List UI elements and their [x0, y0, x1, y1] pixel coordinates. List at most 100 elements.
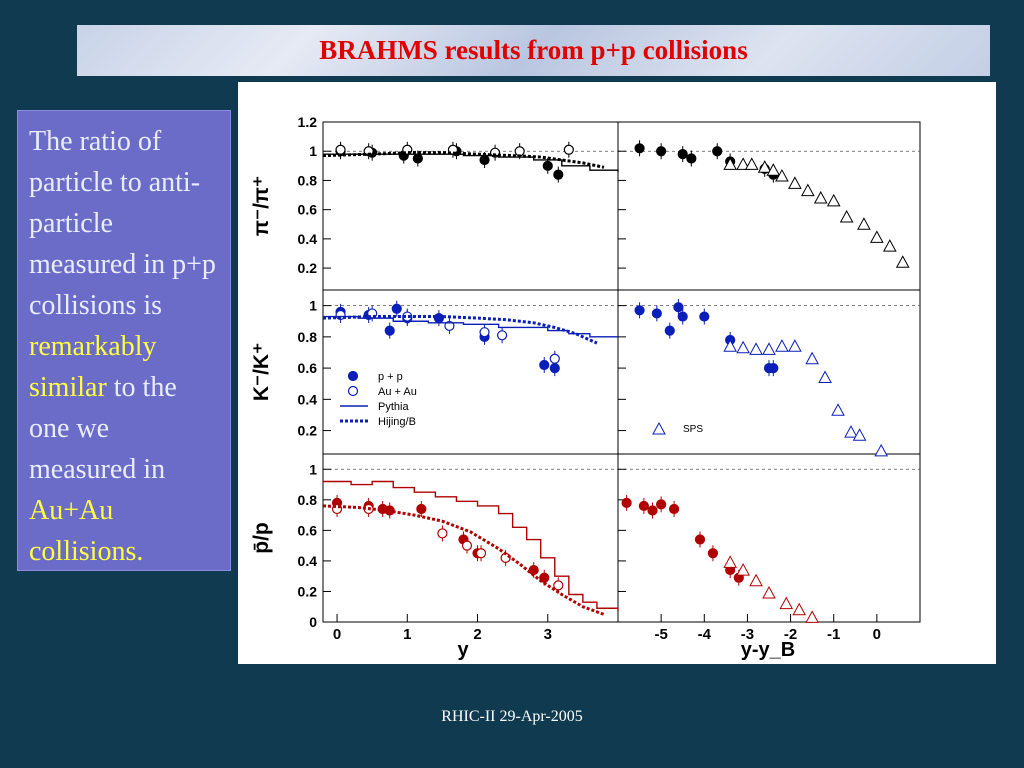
proton-left-ytick-label: 0 — [309, 614, 317, 630]
proton-left-au-au-point — [437, 528, 448, 539]
pi-left-ytick-label: 0.4 — [298, 231, 318, 247]
legend-label-1: Au + Au — [378, 386, 417, 398]
kaon-right-sps-point — [749, 342, 763, 355]
legend-label-3: Hijing/B — [378, 416, 416, 428]
proton-left-ytick-label: 0.4 — [298, 553, 318, 569]
pi-left-ytick-label: 1 — [309, 143, 317, 159]
proton-right-xtick-label: -5 — [654, 626, 667, 643]
kaon-left-p-p-point — [391, 303, 402, 314]
kaon-right-sps-point — [775, 339, 789, 352]
pi-left-au-au-point — [335, 144, 346, 155]
description-text-2: to the one we measured in — [29, 372, 177, 485]
description-highlight-1: remarkably similar — [29, 331, 157, 403]
pi-left-ylabel: π⁻/π⁺ — [250, 176, 273, 236]
proton-right-p-p-point — [647, 505, 658, 516]
pi-right-sps-point — [839, 209, 854, 223]
pi-right-sps-point — [826, 193, 841, 207]
proton-right-au-au-point — [805, 610, 819, 623]
kaon-left-ytick-label: 0.8 — [298, 329, 318, 345]
pi-right-sps-point — [857, 217, 871, 230]
kaon-left-ytick-label: 0.2 — [298, 423, 318, 439]
kaon-right-p-p-point — [651, 308, 662, 319]
pi-right-p-p-point — [677, 149, 688, 160]
proton-right-au-au-point — [749, 573, 763, 587]
pi-right-sps-point — [757, 160, 772, 173]
proton-right-au-au-point — [779, 596, 794, 610]
kaon-left-ylabel: K⁻/K⁺ — [250, 343, 273, 401]
proton-left-ytick-label: 0.6 — [298, 522, 318, 538]
pi-right-sps-point — [736, 157, 750, 170]
description-box: The ratio of particle to anti-particle m… — [17, 110, 231, 571]
sps-legend-marker — [652, 421, 666, 435]
description-highlight-2: Au+Au collisions. — [29, 495, 144, 567]
pi-left-au-au-point — [514, 146, 525, 157]
pi-right-sps-point — [800, 183, 815, 197]
kaon-left-ytick-label: 1 — [309, 298, 317, 314]
slide-title: BRAHMS results from p+p collisions — [319, 35, 748, 65]
proton-right-p-p-point — [694, 534, 706, 545]
proton-left-xlabel: y — [457, 639, 469, 661]
pi-left-p-p-point — [412, 153, 423, 164]
footer-text: RHIC-II 29-Apr-2005 — [441, 708, 583, 725]
kaon-right-sps-point — [723, 339, 738, 352]
proton-left-xtick-label: 3 — [544, 626, 552, 643]
proton-right-p-p-point — [668, 503, 680, 515]
pi-left-au-au-point — [563, 144, 574, 155]
proton-left-pythia-line — [323, 480, 619, 612]
proton-right-p-p-point — [707, 548, 719, 559]
kaon-right-sps-point — [736, 340, 750, 354]
pi-right-sps-point — [744, 157, 759, 170]
legend-label-2: Pythia — [378, 401, 409, 413]
pi-right-sps-point — [870, 230, 884, 243]
proton-right-xtick-label: 0 — [873, 626, 881, 643]
pi-right-sps-point — [775, 169, 789, 182]
legend-label-0: p + p — [378, 371, 403, 383]
pi-left-hijing-b-line — [322, 151, 605, 169]
legend-marker-0 — [347, 370, 359, 382]
proton-left-au-au-point — [461, 540, 473, 551]
description-text-1: The ratio of particle to anti-particle m… — [29, 126, 216, 321]
kaon-right-p-p-point — [664, 325, 675, 336]
proton-left-xtick-label: 0 — [333, 626, 341, 643]
pi-left-ytick-label: 0.6 — [298, 202, 318, 218]
ratio-chart-svg: 0.2 0.4 0.6 0.8 1 1.2 π⁻/π⁺ 0.2 0.4 0.6 0.8 1 K⁻/K⁺ p… — [250, 114, 921, 661]
pi-right-sps-point — [882, 239, 897, 252]
pi-left-ytick-label: 1.2 — [298, 114, 318, 130]
proton-left-p-p-point — [416, 503, 427, 515]
proton-left-ytick-label: 0.2 — [298, 583, 318, 599]
pi-right-p-p-point — [656, 146, 667, 157]
pi-left-ytick-label: 0.2 — [298, 260, 318, 276]
kaon-right-p-p-point — [768, 362, 779, 374]
pi-right-sps-point — [895, 255, 910, 268]
proton-right-xtick-label: -3 — [741, 626, 754, 643]
proton-right-xtick-label: -4 — [698, 626, 712, 643]
kaon-left-ytick-label: 0.4 — [298, 391, 318, 407]
pi-left-p-p-point — [479, 154, 490, 166]
kaon-right-sps-point — [844, 425, 858, 438]
proton-left-au-au-point — [553, 580, 564, 591]
kaon-right-sps-point — [874, 443, 889, 457]
pi-left-ytick-label: 0.8 — [298, 172, 318, 188]
pi-left-p-p-point — [542, 160, 553, 171]
proton-right-au-au-point — [792, 602, 807, 616]
kaon-right-sps-point — [762, 342, 776, 355]
proton-left-ylabel: p̄/p — [250, 522, 273, 554]
kaon-left-au-au-point — [497, 330, 508, 341]
pi-left-p-p-point — [553, 169, 564, 180]
proton-right-p-p-point — [656, 499, 667, 510]
proton-right-xtick-label: -1 — [827, 626, 840, 643]
kaon-left-au-au-point — [444, 320, 455, 332]
proton-right-au-au-point — [736, 563, 750, 576]
proton-right-xlabel: y-y_B — [741, 639, 795, 661]
kaon-right-sps-point — [805, 351, 819, 365]
ratio-figure: 0.2 0.4 0.6 0.8 1 1.2 π⁻/π⁺ 0.2 0.4 0.6 0.8 1 K⁻/K⁺ p… — [238, 82, 996, 664]
plot-frame — [322, 121, 921, 623]
legend-marker-1 — [347, 385, 359, 397]
proton-left-au-au-point — [475, 548, 487, 559]
proton-left-hijing-b-line — [322, 504, 605, 616]
kaon-left-pythia-line — [323, 315, 618, 338]
kaon-right-p-p-point — [673, 302, 684, 313]
proton-left-ytick-label: 0.8 — [298, 492, 318, 508]
proton-right-au-au-point — [762, 585, 776, 599]
pi-right-sps-point — [813, 190, 828, 204]
